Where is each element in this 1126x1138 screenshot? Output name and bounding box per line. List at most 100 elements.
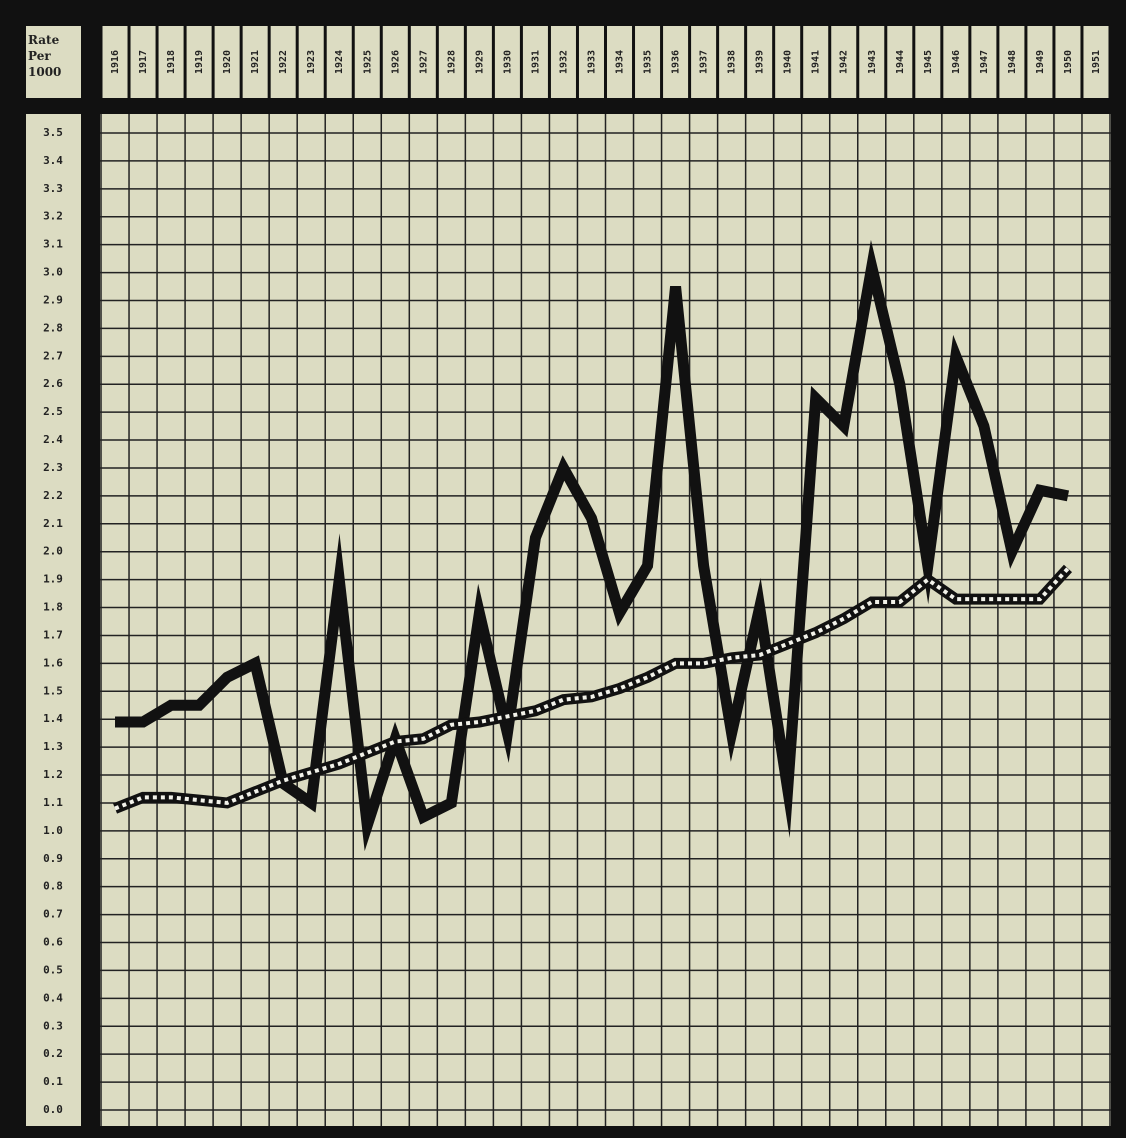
year-box: [522, 26, 548, 98]
x-tick-label: 1928: [446, 50, 457, 74]
y-tick-label: 1.0: [43, 824, 63, 837]
x-tick-label: 1930: [502, 50, 513, 74]
x-tick-label: 1934: [615, 50, 626, 74]
year-box: [494, 26, 520, 98]
data-line-dots: [114, 567, 1070, 811]
y-tick-label: 2.8: [43, 321, 63, 334]
y-tick-label: 1.4: [43, 712, 63, 725]
year-box: [607, 26, 633, 98]
year-box: [158, 26, 184, 98]
year-box: [1027, 26, 1053, 98]
y-tick-label: 1.9: [43, 573, 63, 586]
year-box: [887, 26, 913, 98]
x-tick-label: 1938: [727, 50, 738, 74]
year-box: [410, 26, 436, 98]
x-tick-label: 1946: [951, 50, 962, 74]
year-box: [663, 26, 689, 98]
y-tick-label: 2.7: [43, 349, 63, 362]
y-tick-label: 3.2: [43, 210, 63, 223]
year-box: [803, 26, 829, 98]
y-tick-label: 0.0: [43, 1103, 63, 1116]
y-tick-label: 3.0: [43, 266, 63, 279]
year-box: [214, 26, 240, 98]
x-tick-label: 1920: [222, 50, 233, 74]
year-box: [242, 26, 268, 98]
y-tick-label: 0.7: [43, 908, 63, 921]
x-tick-label: 1951: [1091, 50, 1102, 74]
x-tick-label: 1945: [923, 50, 934, 74]
x-tick-label: 1925: [362, 50, 373, 74]
x-tick-label: 1931: [530, 50, 541, 74]
x-tick-label: 1921: [250, 50, 261, 74]
year-box: [1083, 26, 1109, 98]
y-axis-label: Rate Per 1000: [28, 33, 62, 79]
year-box: [999, 26, 1025, 98]
x-tick-label: 1922: [278, 50, 289, 74]
y-tick-label: 0.9: [43, 852, 63, 865]
x-tick-label: 1929: [474, 50, 485, 74]
y-tick-label: 0.6: [43, 936, 63, 949]
y-tick-label: 1.6: [43, 656, 63, 669]
year-box: [915, 26, 941, 98]
y-tick-label: 0.8: [43, 880, 63, 893]
x-tick-label: 1948: [1007, 50, 1018, 74]
x-tick-label: 1944: [895, 50, 906, 74]
year-box: [438, 26, 464, 98]
y-label-column: [26, 114, 81, 1126]
x-tick-label: 1933: [586, 50, 597, 74]
y-tick-label: 0.3: [43, 1019, 63, 1032]
x-tick-label: 1923: [306, 50, 317, 74]
year-box: [859, 26, 885, 98]
year-box: [831, 26, 857, 98]
y-tick-label: 1.8: [43, 601, 63, 614]
year-box: [1055, 26, 1081, 98]
x-tick-label: 1935: [643, 50, 654, 74]
x-tick-label: 1916: [110, 50, 121, 74]
x-tick-label: 1950: [1063, 50, 1074, 74]
x-tick-label: 1932: [558, 50, 569, 74]
year-box: [775, 26, 801, 98]
y-tick-label: 3.5: [43, 126, 63, 139]
y-tick-label: 3.4: [43, 154, 63, 167]
y-tick-label: 2.5: [43, 405, 63, 418]
x-tick-label: 1936: [671, 50, 682, 74]
x-tick-label: 1926: [390, 50, 401, 74]
year-box: [550, 26, 576, 98]
year-box: [747, 26, 773, 98]
year-box: [102, 26, 128, 98]
y-tick-label: 2.1: [43, 517, 63, 530]
year-box: [578, 26, 604, 98]
y-tick-label: 0.4: [43, 991, 63, 1004]
x-tick-label: 1924: [334, 50, 345, 74]
y-tick-label: 0.5: [43, 963, 63, 976]
x-tick-label: 1939: [755, 50, 766, 74]
y-tick-label: 3.3: [43, 182, 63, 195]
y-tick-label: 2.0: [43, 545, 63, 558]
year-box: [326, 26, 352, 98]
x-tick-label: 1943: [867, 50, 878, 74]
x-tick-label: 1919: [194, 50, 205, 74]
y-tick-label: 2.2: [43, 489, 63, 502]
data-line: [115, 239, 1070, 852]
x-tick-label: 1940: [783, 50, 794, 74]
year-box: [130, 26, 156, 98]
year-box: [971, 26, 997, 98]
y-tick-label: 2.3: [43, 461, 63, 474]
y-tick-label: 1.7: [43, 628, 63, 641]
y-tick-label: 0.1: [43, 1075, 63, 1088]
y-tick-label: 3.1: [43, 238, 63, 251]
y-tick-label: 2.4: [43, 433, 63, 446]
y-tick-label: 1.5: [43, 684, 63, 697]
x-tick-label: 1947: [979, 50, 990, 74]
year-box: [270, 26, 296, 98]
x-tick-label: 1937: [699, 50, 710, 74]
y-tick-label: 1.3: [43, 740, 63, 753]
x-tick-label: 1917: [138, 50, 149, 74]
year-box: [719, 26, 745, 98]
y-tick-label: 0.2: [43, 1047, 63, 1060]
y-tick-label: 1.1: [43, 796, 63, 809]
x-tick-label: 1942: [839, 50, 850, 74]
x-tick-label: 1927: [418, 50, 429, 74]
